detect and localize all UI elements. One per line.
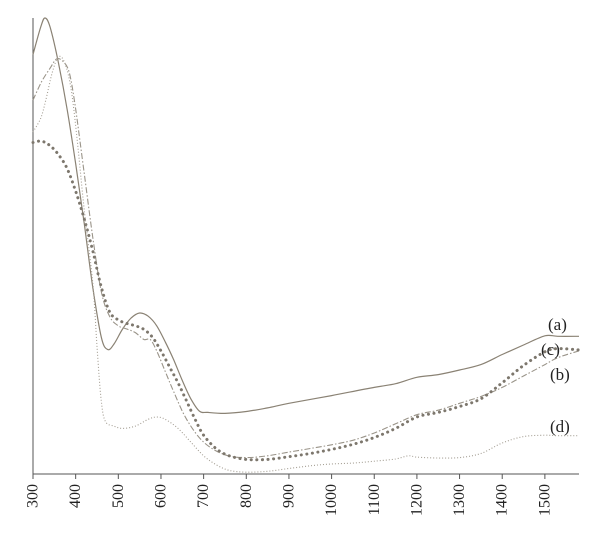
series-line-d [32, 55, 580, 473]
x-tick-label: 1100 [366, 484, 383, 515]
x-tick-label: 1400 [494, 484, 511, 516]
x-tick-label: 400 [67, 484, 84, 508]
series-label-c: (c) [541, 340, 560, 359]
x-tick-label: 1300 [451, 484, 468, 516]
x-tick-label: 1500 [536, 484, 553, 516]
x-tick-label: 1200 [408, 484, 425, 516]
x-tick-label: 1000 [323, 484, 340, 516]
x-tick-label: 500 [110, 484, 127, 508]
series-label-d: (d) [550, 417, 570, 436]
series-line-b [32, 58, 580, 459]
series-line-c [31, 139, 581, 462]
x-tick-label: 900 [280, 484, 297, 508]
series-label-a: (a) [548, 315, 567, 334]
series-labels: (a) (b) (c) (d) [541, 315, 570, 436]
x-tick-label: 300 [25, 484, 42, 508]
x-ticks: 300 400 500 600 700 800 900 1000 1100 1200 1300 140… [25, 474, 553, 516]
x-tick-label: 800 [238, 484, 255, 508]
x-tick-label: 600 [153, 484, 170, 508]
series-layer [31, 17, 581, 473]
series-label-b: (b) [550, 365, 570, 384]
x-tick-label: 700 [195, 484, 212, 508]
series-line-a [32, 17, 580, 415]
